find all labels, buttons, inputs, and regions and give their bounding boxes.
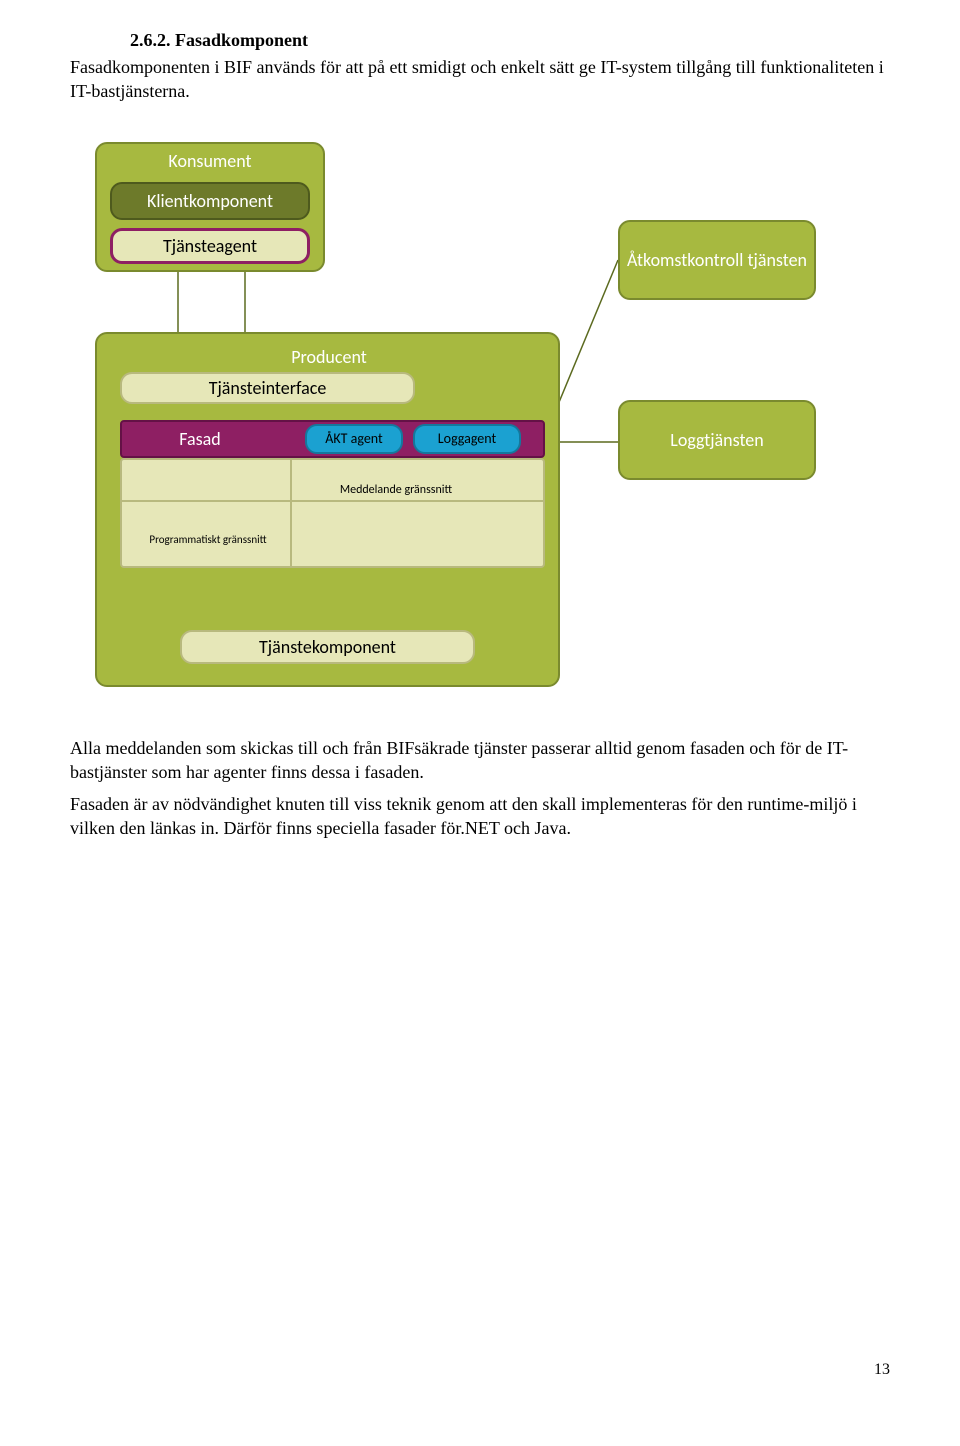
diagram-label-prod_label: Producent	[240, 342, 418, 372]
diagram-box-tjkomp: Tjänstekomponent	[180, 630, 475, 664]
diagram-divider	[290, 500, 545, 502]
diagram-box-akt_agent: ÅKT agent	[305, 424, 403, 454]
body-paragraph-2: Fasaden är av nödvändighet knuten till v…	[70, 792, 890, 841]
diagram-box-tjif: Tjänsteinterface	[120, 372, 415, 404]
diagram-label-fasad_label: Fasad	[140, 424, 260, 454]
body-paragraph-1: Alla meddelanden som skickas till och fr…	[70, 736, 890, 785]
diagram-box-atkomst: Åtkomstkontroll tjänsten	[618, 220, 816, 300]
page-number: 13	[0, 1361, 960, 1409]
diagram-divider	[290, 458, 292, 568]
diagram-box-loggtj: Loggtjänsten	[618, 400, 816, 480]
diagram-divider	[120, 500, 290, 502]
diagram-label-prog: Programmatiskt gränssnitt	[128, 530, 288, 550]
architecture-diagram: KonsumentKlientkomponentTjänsteagentÅtko…	[70, 142, 890, 702]
diagram-label-medd: Meddelande gränssnitt	[305, 478, 487, 502]
section-heading: 2.6.2. Fasadkomponent	[130, 30, 890, 51]
diagram-box-klient: Klientkomponent	[110, 182, 310, 220]
diagram-box-loggagent: Loggagent	[413, 424, 521, 454]
diagram-box-cream_big	[120, 458, 545, 568]
intro-paragraph: Fasadkomponenten i BIF används för att p…	[70, 55, 890, 104]
diagram-box-tjansteagent: Tjänsteagent	[110, 228, 310, 264]
